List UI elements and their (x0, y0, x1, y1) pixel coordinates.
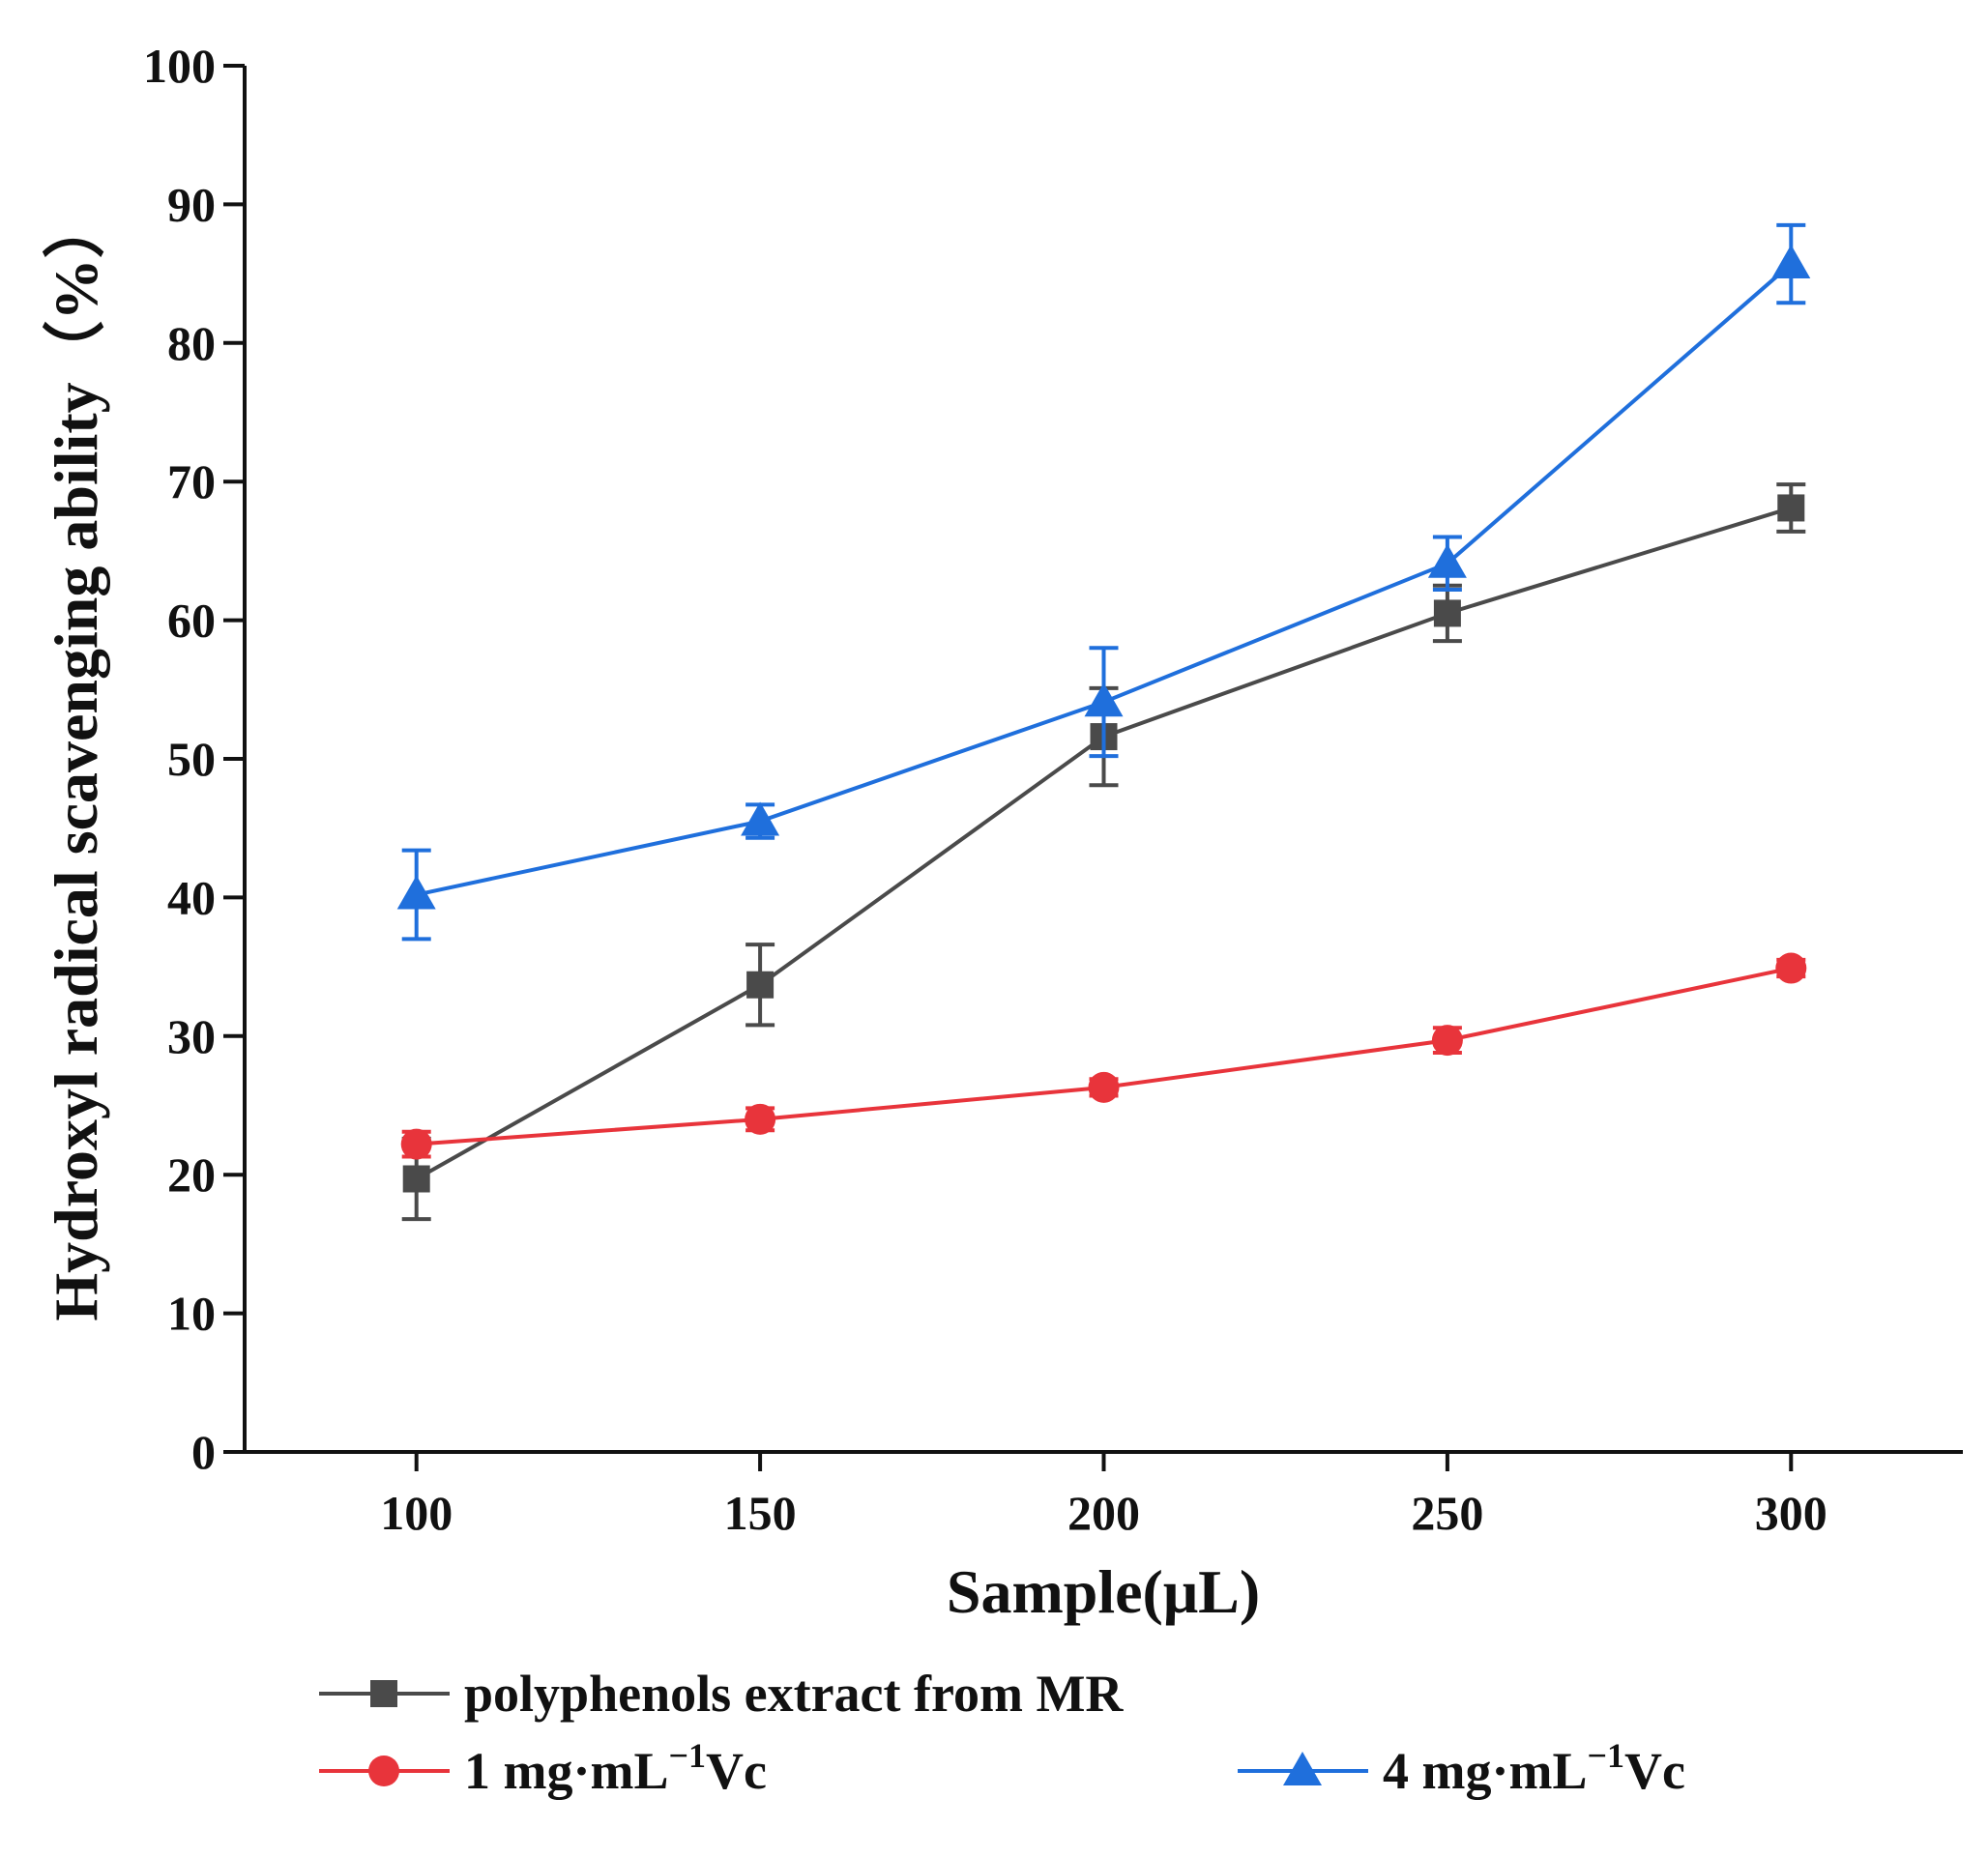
x-tick-label: 100 (380, 1486, 453, 1540)
y-tick-label: 0 (191, 1425, 216, 1479)
data-point (402, 1165, 430, 1193)
x-tick-label: 300 (1755, 1486, 1827, 1540)
legend-label: 1 mg·mL−1Vc (464, 1736, 767, 1800)
y-tick-label: 40 (167, 870, 216, 924)
data-point (745, 1103, 776, 1135)
data-point (1777, 494, 1805, 522)
x-axis-title: Sample(μL) (947, 1557, 1260, 1626)
x-tick-label: 150 (724, 1486, 797, 1540)
legend-label-superscript: −1 (1588, 1736, 1625, 1775)
data-point (1775, 952, 1807, 984)
series-triangle (396, 222, 1811, 942)
legend: polyphenols extract from MR1 mg·mL−1Vc 4 … (319, 1665, 1685, 1800)
data-point (746, 971, 775, 999)
legend-item: 4 mg·mL−1Vc (1238, 1736, 1685, 1800)
series-circle (400, 952, 1807, 1160)
data-point (1771, 245, 1811, 279)
series-line (416, 262, 1793, 897)
legend-item: polyphenols extract from MR (319, 1665, 1124, 1723)
y-tick-label: 50 (167, 732, 216, 786)
y-tick-label: 20 (167, 1147, 216, 1202)
data-point (741, 801, 780, 836)
legend-marker (1283, 1752, 1322, 1785)
data-point (1088, 1071, 1120, 1103)
series-square (401, 482, 1806, 1222)
legend-marker (370, 1680, 397, 1707)
data-point (400, 1128, 432, 1160)
x-tick-label: 250 (1411, 1486, 1483, 1540)
series-line (416, 966, 1792, 1146)
legend-label-main: 4 mg·mL (1383, 1742, 1588, 1800)
data-point (1427, 543, 1467, 578)
legend-label-main: 1 mg·mL (464, 1742, 669, 1800)
y-tick-label: 30 (167, 1009, 216, 1063)
legend-item: 1 mg·mL−1Vc (319, 1736, 767, 1800)
series-group (396, 222, 1811, 1222)
data-point (1433, 599, 1461, 627)
x-tick-label: 200 (1067, 1486, 1140, 1540)
y-tick-label: 80 (167, 316, 216, 370)
data-point (1431, 1025, 1463, 1057)
y-tick-label: 90 (167, 177, 216, 231)
data-point (1084, 682, 1124, 717)
data-point (396, 875, 436, 910)
y-axis-title: Hydroxyl radical scavenging ability（%） (42, 196, 110, 1320)
legend-label-tail: Vc (1624, 1742, 1685, 1800)
legend-label-superscript: −1 (669, 1736, 707, 1775)
x-ticks: 100 150 200 250 300 (380, 1452, 1827, 1540)
legend-label-main: polyphenols extract from MR (464, 1665, 1124, 1723)
legend-label-tail: Vc (706, 1742, 767, 1800)
y-tick-label: 100 (143, 39, 216, 93)
y-tick-label: 60 (167, 594, 216, 648)
legend-label: polyphenols extract from MR (464, 1665, 1124, 1723)
y-ticks: 0 10 20 30 40 50 60 70 80 90 100 (143, 39, 245, 1479)
legend-marker (368, 1755, 399, 1786)
legend-label: 4 mg·mL−1Vc (1383, 1736, 1685, 1800)
y-tick-label: 10 (167, 1287, 216, 1341)
y-tick-label: 70 (167, 454, 216, 508)
